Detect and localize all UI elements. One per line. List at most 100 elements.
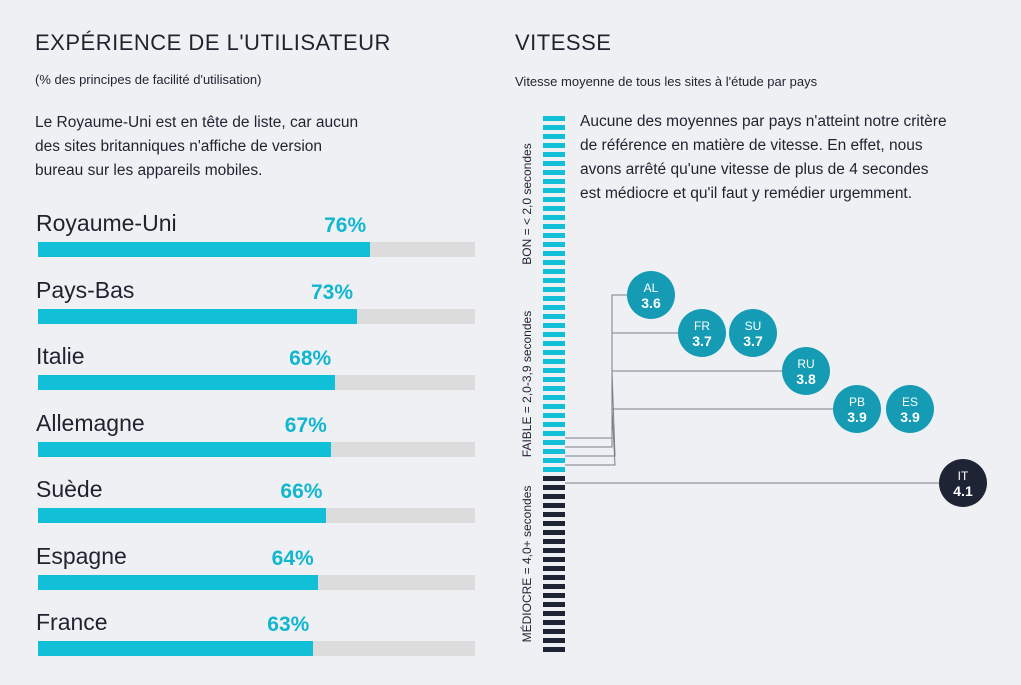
scale-stripe (543, 449, 565, 454)
connector-line (565, 294, 627, 439)
speed-value-label: 4.1 (953, 483, 973, 499)
country-code-label: ES (902, 395, 918, 409)
connector-line (565, 370, 782, 457)
scale-stripe (543, 269, 565, 274)
scale-stripe (543, 197, 565, 202)
scale-stripe (543, 422, 565, 427)
scale-stripe (543, 125, 565, 130)
bar (38, 375, 336, 390)
speed-value-label: 3.7 (692, 333, 712, 349)
band-label: MÉDIOCRE = 4,0+ secondes (519, 486, 534, 643)
scale-stripe (543, 458, 565, 463)
bar-value-label: 67% (284, 413, 327, 437)
scale-stripe (543, 368, 565, 373)
scale-stripe (543, 305, 565, 310)
speed-value-label: 3.8 (796, 371, 816, 387)
scale-stripe (543, 494, 565, 499)
bar (38, 574, 318, 590)
speed-description-line: Aucune des moyennes par pays n'atteint n… (580, 113, 947, 130)
bar-track (38, 441, 475, 457)
band-label: BON = < 2,0 secondes (520, 143, 534, 264)
bar (38, 441, 331, 457)
scale-stripe (543, 467, 565, 472)
bar-track (38, 574, 475, 590)
scale-stripe (543, 530, 565, 535)
ux-subtitle: (% des principes de facilité d'utilisati… (35, 72, 262, 87)
bar-track (38, 508, 475, 523)
bar-track (38, 242, 475, 257)
scale-stripe (543, 224, 565, 229)
scale-stripe (543, 188, 565, 193)
scale-stripe (543, 377, 565, 382)
bar-value-label: 66% (280, 480, 323, 503)
scale-stripe (543, 611, 565, 616)
bar-category-label: France (36, 609, 108, 635)
bar-row: Espagne 64% (36, 543, 475, 603)
scale-stripe (543, 359, 565, 364)
scale-stripe (543, 512, 565, 517)
scale-stripe (543, 170, 565, 175)
speed-title: VITESSE (515, 30, 612, 55)
country-bubble (833, 385, 881, 433)
bar-category-label: Italie (36, 343, 85, 369)
ux-description-line: bureau sur les appareils mobiles. (35, 162, 263, 179)
ux-description-line: des sites britanniques n'affiche de vers… (35, 138, 323, 155)
scale-stripe (543, 476, 565, 481)
bar-row: France 63% (36, 609, 475, 669)
scale-stripe (543, 539, 565, 544)
scale-stripe (543, 593, 565, 598)
scale-stripe (543, 161, 565, 166)
country-code-label: AL (644, 281, 659, 295)
country-code-label: FR (694, 319, 710, 333)
scale-stripe (543, 278, 565, 283)
scale-stripe (543, 503, 565, 508)
bar-track (38, 308, 475, 324)
bar (38, 641, 314, 656)
bar-value-label: 76% (324, 214, 367, 237)
scale-stripe (543, 233, 565, 238)
country-bubble (729, 309, 777, 357)
scale-stripe (543, 260, 565, 265)
scale-stripe (543, 395, 565, 400)
scale-stripe (543, 485, 565, 490)
speed-subtitle: Vitesse moyenne de tous les sites à l'ét… (515, 74, 818, 89)
scale-stripe (543, 386, 565, 391)
bar-value-label: 73% (311, 280, 354, 304)
bar-category-label: Suède (36, 476, 103, 502)
scale-stripe (543, 404, 565, 409)
scale-stripe (543, 413, 565, 418)
bar-category-label: Pays-Bas (36, 276, 135, 303)
bar (38, 508, 327, 523)
scale-stripe (543, 638, 565, 643)
scale-stripe (543, 548, 565, 553)
scale-stripe (543, 314, 565, 319)
scale-stripe (543, 179, 565, 184)
bar-value-label: 68% (289, 347, 332, 370)
bar-row: Italie 68% (36, 343, 475, 403)
bar-category-label: Royaume-Uni (36, 210, 177, 236)
bar (38, 308, 357, 324)
scale-stripe (543, 215, 565, 220)
bar-value-label: 63% (267, 613, 310, 636)
bar-category-label: Allemagne (36, 409, 145, 436)
band-label: FAIBLE = 2,0-3,9 secondes (520, 311, 534, 457)
country-bubble (627, 271, 675, 319)
speed-description-line: de référence en matière de vitesse. En e… (580, 137, 923, 154)
scale-stripe (543, 251, 565, 256)
scale-stripe (543, 584, 565, 589)
speed-value-label: 3.9 (847, 409, 867, 425)
bar-row: Royaume-Uni 76% (36, 210, 475, 270)
bar-track (38, 375, 475, 390)
speed-value-label: 3.6 (641, 295, 661, 311)
speed-value-label: 3.7 (743, 333, 763, 349)
bar (38, 242, 371, 257)
country-code-label: IT (958, 469, 969, 483)
scale-stripe (543, 575, 565, 580)
scale-stripe (543, 341, 565, 346)
speed-description-line: avons arrêté qu'une vitesse de plus de 4… (580, 161, 929, 178)
connector-line (565, 408, 833, 466)
scale-stripe (543, 116, 565, 121)
connector-line (565, 332, 678, 448)
speed-description-line: est médiocre et qu'il faut y remédier ur… (580, 185, 913, 202)
